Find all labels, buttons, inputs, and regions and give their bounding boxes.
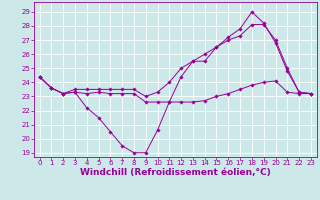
X-axis label: Windchill (Refroidissement éolien,°C): Windchill (Refroidissement éolien,°C) <box>80 168 271 177</box>
